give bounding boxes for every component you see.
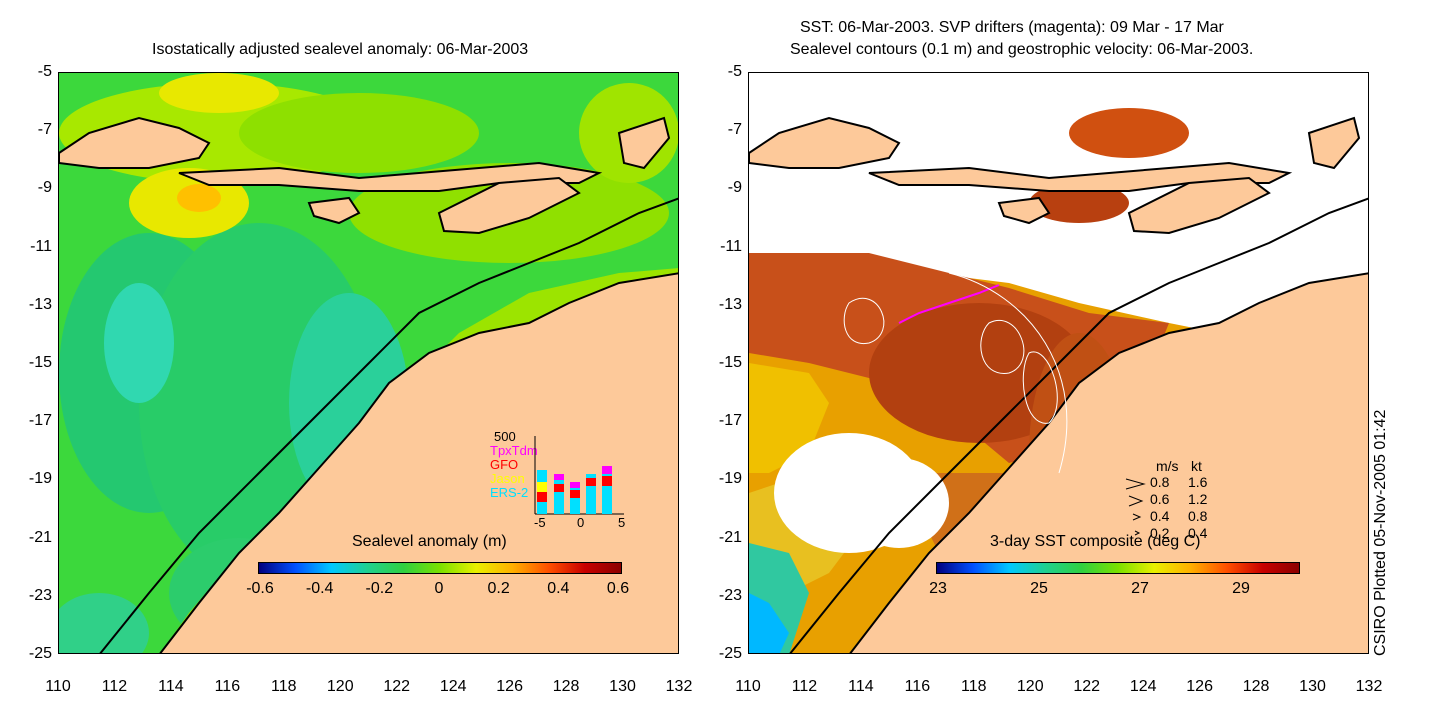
x-axis-tick-label: 128: [552, 678, 580, 695]
y-axis-tick-label: -25: [718, 645, 742, 662]
x-axis-tick-label: 112: [101, 678, 128, 695]
colorbar-tick-label: 23: [929, 580, 947, 597]
y-axis-tick-label: -19: [718, 470, 742, 488]
x-axis-tick-label: 130: [609, 678, 636, 695]
y-axis-tick-label: -7: [37, 121, 52, 139]
y-axis-tick-label: -5: [37, 63, 52, 80]
right-map-title-line2: Sealevel contours (0.1 m) and geostrophi…: [790, 41, 1254, 58]
speed-row-ms: 0.2: [1150, 525, 1170, 541]
x-axis-tick-label: 132: [665, 678, 693, 695]
y-axis-tick-label: -15: [28, 354, 52, 371]
y-axis-tick-label: -9: [727, 179, 742, 197]
y-axis-tick-label: -9: [37, 179, 52, 197]
y-axis-tick-label: -7: [727, 121, 742, 139]
right-map-title-line1: SST: 06-Mar-2003. SVP drifters (magenta)…: [800, 19, 1224, 36]
inset-satellite-ers2: ERS-2: [490, 485, 529, 500]
inset-satellite-tpxtdm: TpxTdm: [490, 443, 538, 458]
satellite-coverage-chart: [534, 436, 624, 515]
x-axis-tick-label: 112: [791, 678, 818, 695]
inset-xtick-5: 5: [618, 515, 626, 530]
x-axis-tick-label: 116: [214, 678, 241, 695]
y-axis-tick-label: -25: [28, 645, 52, 662]
left-colorbar: [258, 562, 622, 574]
inset-satellite-jason: Jason: [490, 471, 525, 486]
speed-row-kt: 1.2: [1188, 491, 1208, 507]
colorbar-tick-label: 0: [434, 580, 444, 597]
x-axis-tick-label: 116: [904, 678, 931, 695]
x-axis-tick-label: 128: [1242, 678, 1270, 695]
colorbar-tick-label: -0.2: [365, 580, 394, 597]
x-axis-tick-label: 114: [848, 678, 874, 695]
y-axis-tick-label: -11: [30, 237, 52, 255]
y-axis-tick-label: -21: [718, 528, 742, 546]
left-colorbar-label: Sealevel anomaly (m): [352, 533, 507, 550]
speed-row-ms: 0.4: [1150, 508, 1170, 524]
inset-satellite-gfo: GFO: [490, 457, 519, 472]
x-axis-tick-label: 130: [1299, 678, 1326, 695]
speed-row-ms: 0.8: [1150, 474, 1170, 490]
y-axis-tick-label: -23: [28, 586, 52, 604]
colorbar-tick-label: 27: [1131, 580, 1149, 597]
colorbar-tick-label: 0.4: [547, 580, 570, 597]
colorbar-tick-label: 0.6: [606, 580, 630, 597]
speed-row-ms: 0.6: [1150, 491, 1170, 507]
x-axis-tick-label: 124: [1129, 678, 1157, 695]
x-axis-tick-label: 132: [1355, 678, 1383, 695]
speed-row-kt: 1.6: [1188, 474, 1208, 490]
left-map-panel: [58, 72, 679, 654]
y-axis-tick-label: -17: [718, 412, 742, 430]
colorbar-tick-label: -0.4: [305, 580, 334, 597]
inset-xtick-m5: -5: [534, 515, 546, 530]
y-axis-tick-label: -13: [718, 295, 742, 313]
y-axis-tick-label: -19: [28, 470, 52, 488]
y-axis-tick-label: -15: [718, 354, 742, 371]
y-axis-tick-label: -5: [727, 63, 742, 80]
x-axis-tick-label: 124: [439, 678, 467, 695]
x-axis-tick-label: 122: [383, 678, 411, 695]
x-axis-tick-label: 122: [1073, 678, 1101, 695]
left-map-title: Isostatically adjusted sealevel anomaly:…: [152, 41, 529, 58]
speed-header-ms: m/s: [1156, 458, 1179, 474]
y-axis-tick-label: -17: [28, 412, 52, 430]
sealevel-anomaly-map: [59, 73, 678, 653]
speed-header-kt: kt: [1191, 458, 1202, 474]
right-colorbar-label: 3-day SST composite (deg C): [990, 533, 1201, 550]
x-axis-tick-label: 110: [735, 678, 761, 695]
right-colorbar: [936, 562, 1300, 574]
x-axis-tick-label: 126: [496, 678, 523, 695]
x-axis-tick-label: 114: [158, 678, 184, 695]
speed-arrow-icons: [1125, 478, 1146, 536]
x-axis-tick-label: 120: [326, 678, 354, 695]
x-axis-tick-label: 118: [961, 678, 987, 695]
x-axis-tick-label: 126: [1186, 678, 1213, 695]
speed-row-kt: 0.4: [1188, 525, 1208, 541]
colorbar-tick-label: 0.2: [487, 580, 510, 597]
x-axis-tick-label: 118: [271, 678, 297, 695]
speed-row-kt: 0.8: [1188, 508, 1208, 524]
colorbar-tick-label: 29: [1232, 580, 1250, 597]
colorbar-tick-label: 25: [1030, 580, 1048, 597]
inset-max-label: 500: [494, 429, 516, 444]
x-axis-tick-label: 110: [45, 678, 71, 695]
plot-credit: CSIRO Plotted 05-Nov-2005 01:42: [1372, 409, 1389, 656]
x-axis-tick-label: 120: [1016, 678, 1044, 695]
y-axis-tick-label: -21: [28, 528, 52, 546]
inset-xtick-0: 0: [577, 515, 585, 530]
colorbar-tick-label: -0.6: [246, 580, 274, 597]
y-axis-tick-label: -13: [28, 295, 52, 313]
y-axis-tick-label: -23: [718, 586, 742, 604]
y-axis-tick-label: -11: [720, 237, 742, 255]
sst-map: [749, 73, 1368, 653]
right-map-panel: [748, 72, 1369, 654]
